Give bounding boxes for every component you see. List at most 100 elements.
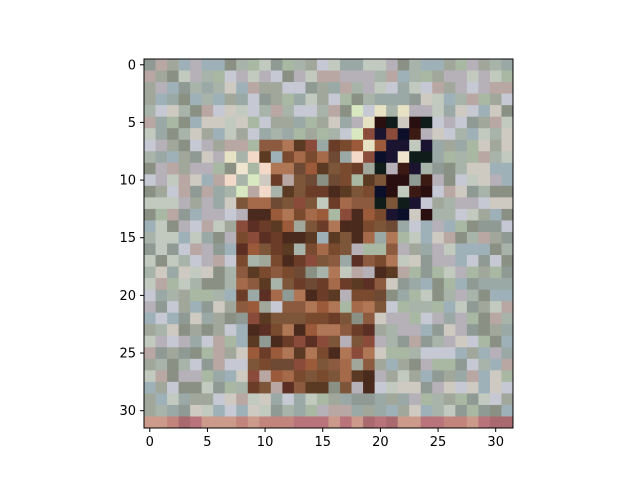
heatmap-cell (478, 162, 491, 175)
heatmap-cell (386, 324, 399, 337)
heatmap-cell (420, 93, 433, 106)
heatmap-cell (420, 393, 433, 406)
heatmap-cell (178, 278, 191, 290)
heatmap-cell (432, 116, 445, 129)
heatmap-cell (328, 358, 341, 371)
heatmap-cell (443, 70, 456, 83)
heatmap-cell (432, 82, 445, 94)
heatmap-cell (443, 162, 456, 175)
heatmap-cell (420, 70, 433, 83)
heatmap-cell (259, 116, 272, 129)
heatmap-cell (316, 324, 329, 337)
heatmap-cell (190, 404, 203, 417)
heatmap-cell (259, 347, 272, 360)
heatmap-cell (316, 358, 329, 371)
heatmap-cell (420, 301, 433, 314)
heatmap-cell (236, 278, 249, 290)
heatmap-cell (351, 82, 364, 94)
heatmap-cell (144, 116, 156, 129)
heatmap-cell (386, 266, 399, 279)
heatmap-cell (282, 416, 295, 429)
y-tick-label: 15 (119, 231, 136, 246)
y-tick-label: 25 (119, 347, 136, 362)
heatmap-cell (478, 347, 491, 360)
heatmap-cell (386, 208, 399, 221)
heatmap-cell (259, 70, 272, 83)
heatmap-cell (270, 208, 283, 221)
heatmap-cell (270, 231, 283, 244)
heatmap-cell (455, 139, 468, 152)
heatmap-cell (236, 393, 249, 406)
heatmap-cell (190, 370, 203, 383)
heatmap-cell (409, 116, 422, 129)
heatmap-cell (305, 93, 318, 106)
heatmap-cell (270, 197, 283, 210)
heatmap-cell (213, 151, 226, 164)
heatmap-cell (466, 404, 479, 417)
heatmap-cell (282, 128, 295, 141)
heatmap-cell (224, 82, 237, 94)
heatmap-cell (236, 82, 249, 94)
heatmap-cell (247, 266, 260, 279)
heatmap-cell (478, 151, 491, 164)
heatmap-cell (386, 312, 399, 325)
heatmap-cell (478, 139, 491, 152)
heatmap-cell (328, 255, 341, 267)
heatmap-cell (501, 139, 514, 152)
heatmap-cell (466, 347, 479, 360)
x-tick-label: 10 (257, 435, 274, 450)
heatmap-cell (363, 128, 375, 141)
heatmap-cell (293, 301, 306, 314)
heatmap-cell (443, 116, 456, 129)
heatmap-cell (466, 301, 479, 314)
heatmap-cell (340, 231, 352, 244)
heatmap-cell (386, 231, 399, 244)
heatmap-cell (351, 220, 364, 233)
heatmap-cell (374, 139, 387, 152)
heatmap-cell (224, 381, 237, 394)
heatmap-cell (363, 139, 375, 152)
heatmap-cell (443, 185, 456, 198)
heatmap-cell (409, 82, 422, 94)
heatmap-cell (397, 105, 410, 118)
heatmap-cell (155, 128, 168, 141)
heatmap-cell (501, 266, 514, 279)
heatmap-cell (247, 93, 260, 106)
heatmap-cell (259, 381, 272, 394)
heatmap-cell (351, 370, 364, 383)
heatmap-cell (374, 370, 387, 383)
heatmap-cell (466, 93, 479, 106)
heatmap-cell (478, 416, 491, 429)
heatmap-cell (340, 174, 352, 187)
heatmap-cell (443, 208, 456, 221)
heatmap-cell (340, 82, 352, 94)
heatmap-cell (305, 404, 318, 417)
heatmap-cell (270, 358, 283, 371)
heatmap-cell (224, 174, 237, 187)
heatmap-cell (259, 220, 272, 233)
heatmap-cell (478, 370, 491, 383)
heatmap-cell (455, 116, 468, 129)
heatmap-cell (270, 301, 283, 314)
heatmap-cell (259, 393, 272, 406)
heatmap-cell (178, 243, 191, 256)
heatmap-cell (340, 93, 352, 106)
heatmap-cell (328, 231, 341, 244)
heatmap-cell (144, 185, 156, 198)
heatmap-cell (489, 151, 502, 164)
heatmap-cell (259, 139, 272, 152)
heatmap-cell (409, 197, 422, 210)
heatmap-cell (178, 162, 191, 175)
heatmap-cell (397, 347, 410, 360)
heatmap-cell (167, 393, 179, 406)
heatmap-cell (247, 370, 260, 383)
heatmap-cell (420, 59, 433, 71)
heatmap-cell (489, 220, 502, 233)
heatmap-cell (340, 128, 352, 141)
heatmap-cell (409, 243, 422, 256)
heatmap-cell (340, 255, 352, 267)
heatmap-cell (293, 370, 306, 383)
heatmap-cell (443, 128, 456, 141)
heatmap-cell (259, 243, 272, 256)
heatmap-cell (178, 255, 191, 267)
